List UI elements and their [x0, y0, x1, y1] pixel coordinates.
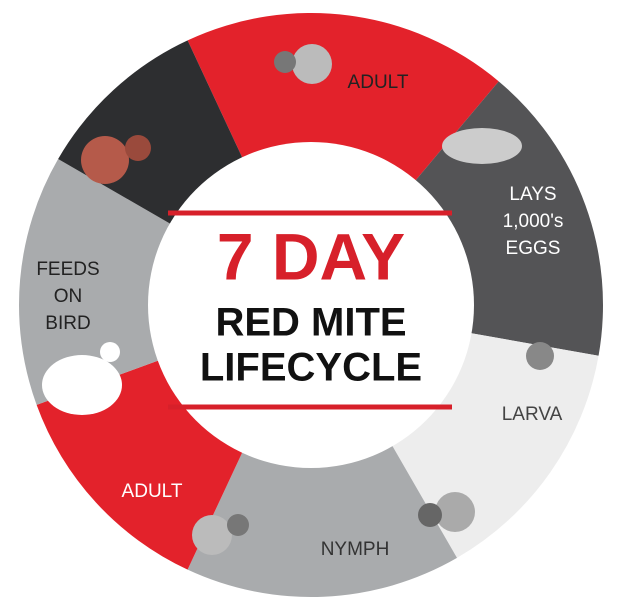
eggs-icon — [442, 128, 522, 164]
stage-label: EGGS — [506, 238, 561, 259]
center-line: RED MITE — [215, 301, 406, 345]
stage-label: BIRD — [45, 313, 90, 334]
stage-label: LARVA — [502, 404, 563, 425]
stage-label: FEEDS — [36, 259, 99, 280]
stage-label: ADULT — [122, 481, 183, 502]
mite-icon — [526, 342, 554, 370]
stage-label: 1,000's — [503, 211, 564, 232]
lifecycle-diagram: 7 DAY RED MITE LIFECYCLE ADULT LAYS 1,00… — [0, 0, 617, 604]
center-title: 7 DAY — [217, 219, 405, 293]
center-line: LIFECYCLE — [200, 346, 422, 390]
stage-label: ADULT — [348, 72, 409, 93]
stage-label: NYMPH — [321, 539, 390, 560]
stage-label: ON — [54, 286, 83, 307]
stage-label: LAYS — [509, 184, 556, 205]
